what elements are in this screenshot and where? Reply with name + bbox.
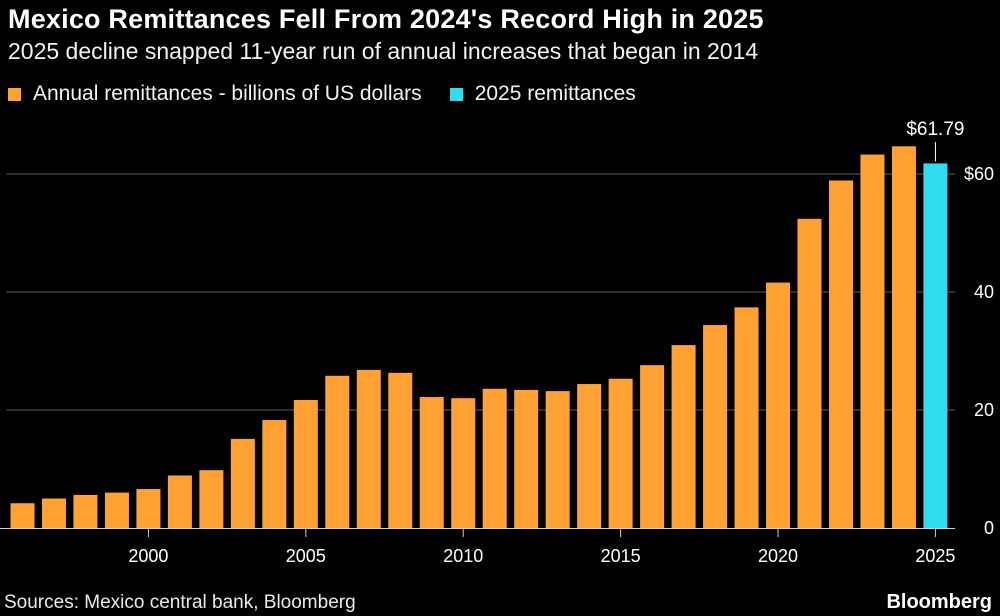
x-tick-label: 2010 (443, 546, 483, 566)
bar-1996 (10, 503, 35, 528)
legend-label-annual: Annual remittances - billions of US doll… (33, 82, 422, 105)
annotation-label: $61.79 (906, 119, 964, 140)
bar-1999 (104, 492, 129, 528)
bar-2015 (608, 378, 633, 528)
y-tick-label: 0 (984, 518, 994, 538)
x-tick-label: 2000 (128, 546, 168, 566)
y-tick-label: $60 (964, 164, 994, 184)
bar-2001 (167, 475, 192, 528)
x-tick-label: 2005 (286, 546, 326, 566)
bar-2007 (356, 369, 381, 528)
bar-2014 (577, 384, 602, 528)
bar-chart: 0 20 40 $60 2000 2005 2010 2015 2020 2025 $61.79 (0, 119, 994, 566)
bar-2020 (766, 282, 791, 528)
bar-1997 (41, 498, 66, 528)
bar-2000 (136, 489, 161, 528)
bar-2003 (230, 438, 255, 528)
bar-2017 (671, 345, 696, 528)
x-tick-label: 2015 (601, 546, 641, 566)
bar-2023 (860, 154, 885, 528)
legend-label-2025: 2025 remittances (474, 82, 636, 105)
bar-2011 (482, 388, 507, 528)
bar-2004 (262, 420, 287, 528)
bar-2021 (797, 218, 822, 528)
y-tick-label: 40 (974, 282, 994, 302)
bar-1998 (73, 494, 98, 528)
bloomberg-logo: Bloomberg (886, 591, 992, 613)
bar-2022 (828, 180, 853, 528)
legend-item-2025: 2025 remittances (449, 82, 636, 106)
bar-2025 (923, 163, 948, 528)
bar-2010 (451, 398, 476, 528)
bar-2016 (640, 365, 665, 528)
legend-swatch-orange (8, 87, 21, 101)
legend-swatch-cyan (449, 87, 463, 101)
bar-2009 (419, 397, 444, 528)
chart-subtitle: 2025 decline snapped 11-year run of annu… (8, 38, 759, 64)
x-tick-label: 2020 (758, 546, 798, 566)
bar-2013 (545, 391, 570, 528)
chart-title: Mexico Remittances Fell From 2024's Reco… (8, 4, 764, 34)
bar-2002 (199, 470, 224, 528)
bar-2006 (325, 375, 350, 528)
bar-2005 (293, 399, 318, 528)
bar-2024 (891, 146, 916, 528)
source-note: Sources: Mexico central bank, Bloomberg (4, 592, 356, 613)
x-tick-label: 2025 (915, 546, 955, 566)
y-tick-label: 20 (974, 400, 994, 420)
bar-2019 (734, 307, 759, 528)
bar-2012 (514, 389, 539, 528)
bar-2008 (388, 372, 413, 528)
legend: Annual remittances - billions of US doll… (8, 82, 664, 106)
bar-2018 (703, 325, 728, 528)
legend-item-annual: Annual remittances - billions of US doll… (8, 82, 422, 106)
